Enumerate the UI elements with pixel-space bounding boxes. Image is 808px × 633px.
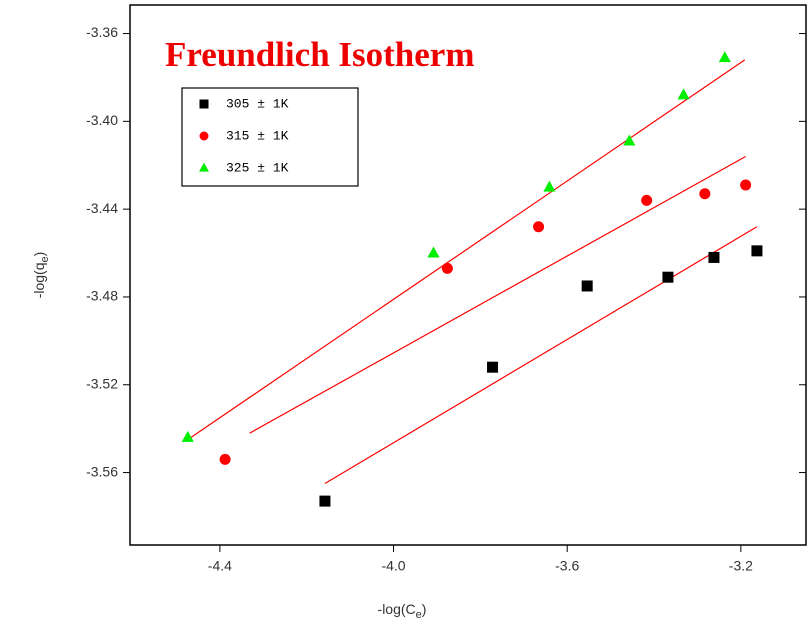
plot-frame bbox=[129, 4, 807, 546]
y-tick-label: -3.36 bbox=[86, 24, 118, 40]
marker-square bbox=[581, 280, 593, 292]
legend-marker bbox=[199, 162, 209, 172]
marker-circle bbox=[740, 179, 752, 191]
marker-square bbox=[487, 361, 499, 373]
marker-triangle bbox=[718, 51, 731, 63]
y-axis-label: -log(qe) bbox=[31, 252, 51, 299]
marker-circle bbox=[641, 194, 653, 206]
marker-square bbox=[751, 245, 763, 257]
marker-square bbox=[662, 271, 674, 283]
x-tick-label: -3.2 bbox=[729, 558, 753, 574]
x-tick-label: -4.4 bbox=[208, 558, 232, 574]
fit-line bbox=[187, 59, 746, 441]
y-tick-label: -3.48 bbox=[86, 288, 118, 304]
legend-label: 315 ± 1K bbox=[226, 128, 289, 143]
chart-title: Freundlich Isotherm bbox=[165, 35, 475, 74]
marker-circle bbox=[699, 188, 711, 200]
y-tick-label: -3.44 bbox=[86, 200, 118, 216]
legend-label: 305 ± 1K bbox=[226, 96, 289, 111]
y-tick-label: -3.56 bbox=[86, 463, 118, 479]
legend-box bbox=[181, 87, 359, 187]
marker-circle bbox=[441, 262, 453, 274]
x-tick-label: -3.6 bbox=[555, 558, 579, 574]
marker-circle bbox=[533, 221, 545, 233]
marker-circle bbox=[219, 453, 231, 465]
y-tick-label: -3.40 bbox=[86, 112, 118, 128]
marker-square bbox=[708, 251, 720, 263]
fit-line bbox=[324, 226, 758, 485]
marker-square bbox=[319, 495, 331, 507]
marker-triangle bbox=[623, 134, 636, 146]
x-axis-label: -log(Ce) bbox=[378, 601, 427, 621]
legend-label: 325 ± 1K bbox=[226, 160, 289, 175]
marker-triangle bbox=[181, 430, 194, 442]
marker-triangle bbox=[427, 246, 440, 258]
marker-triangle bbox=[677, 88, 690, 100]
legend-marker bbox=[199, 99, 209, 109]
fit-line bbox=[249, 155, 746, 434]
legend-marker bbox=[199, 131, 209, 141]
x-tick-label: -4.0 bbox=[381, 558, 405, 574]
y-tick-label: -3.52 bbox=[86, 375, 118, 391]
marker-triangle bbox=[543, 180, 556, 192]
